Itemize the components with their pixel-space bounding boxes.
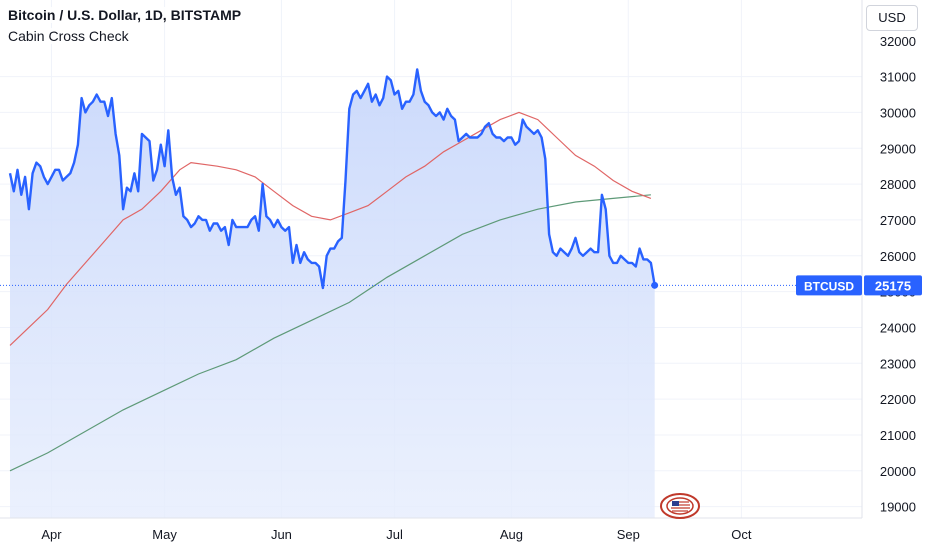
last-price-dot xyxy=(651,281,659,289)
series-lines xyxy=(8,68,656,472)
last-price-label: 25175 xyxy=(875,278,911,293)
y-tick-label: 31000 xyxy=(880,70,916,85)
y-tick-label: 27000 xyxy=(880,213,916,228)
x-axis[interactable]: Apr May Jun Jul Aug Sep Oct xyxy=(0,517,862,542)
y-tick-label: 22000 xyxy=(880,392,916,407)
x-tick-label: Sep xyxy=(617,527,640,542)
y-tick-label: 19000 xyxy=(880,500,916,515)
us-flag-logo-icon[interactable] xyxy=(660,493,700,524)
symbol-label: BTCUSD xyxy=(804,279,854,293)
chart-title: Bitcoin / U.S. Dollar, 1D, BITSTAMP xyxy=(8,7,242,23)
y-tick-label: 32000 xyxy=(880,34,916,49)
currency-button[interactable]: USD xyxy=(866,5,918,31)
y-tick-label: 24000 xyxy=(880,320,916,335)
x-tick-label: May xyxy=(152,527,177,542)
y-tick-label: 20000 xyxy=(880,464,916,479)
fast-ma-line xyxy=(9,111,652,346)
slow-ma-line xyxy=(9,194,651,472)
price-area xyxy=(10,69,655,519)
indicator-name[interactable]: Cabin Cross Check xyxy=(8,28,129,44)
x-tick-label: Aug xyxy=(500,527,523,542)
y-tick-label: 26000 xyxy=(880,249,916,264)
y-tick-label: 21000 xyxy=(880,428,916,443)
x-tick-label: Apr xyxy=(41,527,62,542)
x-tick-label: Oct xyxy=(731,527,752,542)
last-price-marker: BTCUSD 25175 xyxy=(0,275,922,296)
y-tick-label: 23000 xyxy=(880,356,916,371)
x-tick-label: Jun xyxy=(271,527,292,542)
y-tick-label: 28000 xyxy=(880,177,916,192)
x-tick-label: Jul xyxy=(386,527,403,542)
y-axis[interactable]: 1900020000210002200023000240002500026000… xyxy=(861,0,916,518)
price-line[interactable] xyxy=(8,68,656,290)
y-tick-label: 29000 xyxy=(880,141,916,156)
last-price-label-bg xyxy=(864,275,922,296)
symbol-label-bg xyxy=(796,275,862,296)
y-tick-label: 30000 xyxy=(880,105,916,120)
price-area-fill xyxy=(10,69,655,519)
